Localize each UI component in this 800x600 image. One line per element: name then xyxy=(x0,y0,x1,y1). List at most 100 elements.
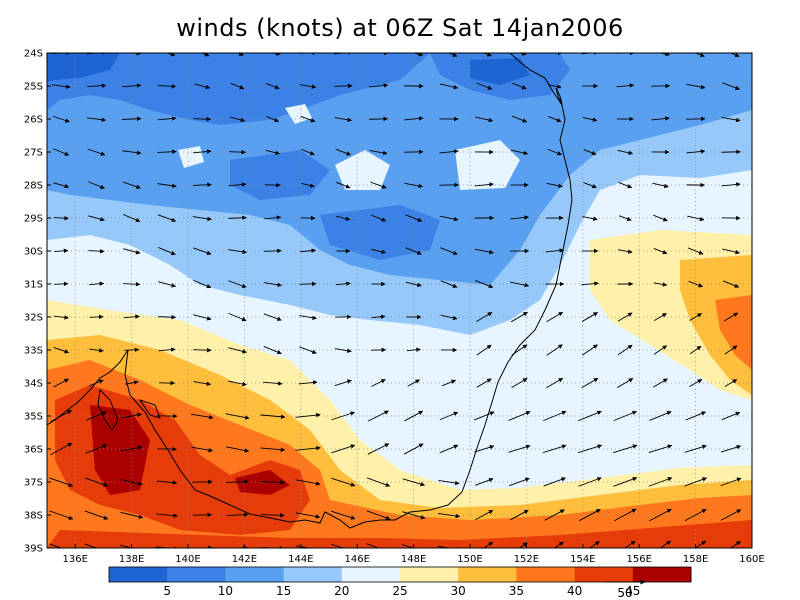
wind-vector xyxy=(403,443,424,455)
wind-vector xyxy=(474,477,494,486)
wind-vector xyxy=(546,344,563,356)
wind-vector xyxy=(191,413,214,420)
wind-vector xyxy=(729,53,740,57)
colorbar-label: 30 xyxy=(451,584,466,598)
wind-vector xyxy=(193,247,212,255)
lon-label: 150E xyxy=(457,554,482,565)
wind-vector xyxy=(49,477,74,487)
wind-vector xyxy=(546,182,563,189)
wind-vector xyxy=(334,348,352,353)
wind-vector xyxy=(511,344,528,356)
wind-vector xyxy=(545,248,564,253)
wind-vector xyxy=(52,115,70,123)
wind-vector xyxy=(648,444,673,454)
wind-vector xyxy=(366,477,391,487)
wind-speed-shading xyxy=(47,53,752,548)
wind-vector xyxy=(200,53,210,57)
lon-label: 154E xyxy=(570,554,595,565)
wind-vector xyxy=(476,344,492,356)
wind-vector xyxy=(684,508,707,522)
wind-vector xyxy=(193,116,212,122)
wind-vector xyxy=(367,410,389,422)
wind-vector xyxy=(651,116,670,121)
colorbar-swatch xyxy=(109,567,168,582)
wind-vector xyxy=(441,379,457,387)
wind-vector xyxy=(657,53,671,57)
wind-vector xyxy=(89,314,104,320)
wind-vector xyxy=(155,546,179,548)
lat-label: 31S xyxy=(24,280,43,291)
wind-vector xyxy=(265,83,280,90)
wind-vector xyxy=(618,215,632,221)
wind-vector xyxy=(476,82,493,90)
wind-vector xyxy=(653,345,668,355)
wind-vector xyxy=(438,480,460,486)
wind-vector xyxy=(334,117,352,122)
wind-vector xyxy=(263,345,282,355)
wind-vector xyxy=(335,148,352,156)
wind-vector xyxy=(263,313,282,321)
wind-vector xyxy=(581,377,599,389)
wind-vector xyxy=(370,181,387,189)
wind-vector xyxy=(260,480,285,485)
wind-vector xyxy=(156,480,178,485)
wind-vector xyxy=(721,411,741,421)
wind-vector xyxy=(542,444,567,453)
wind-vector xyxy=(613,476,638,487)
wind-vector xyxy=(440,280,458,288)
wind-vector xyxy=(366,543,380,548)
wind-vector xyxy=(266,116,280,123)
colorbar-label: 45 xyxy=(625,584,640,598)
wind-vector xyxy=(84,510,109,520)
wind-vector xyxy=(124,347,140,353)
wind-vector xyxy=(401,544,416,548)
wind-vector xyxy=(49,510,74,520)
wind-vector xyxy=(53,346,70,354)
wind-vector xyxy=(86,83,107,88)
wind-vector xyxy=(263,248,282,254)
wind-vector xyxy=(123,281,141,287)
wind-vector xyxy=(236,53,244,56)
wind-vector xyxy=(439,83,459,90)
wind-vector xyxy=(577,444,603,454)
wind-vector xyxy=(295,512,321,519)
wind-vector xyxy=(685,411,707,421)
wind-vector xyxy=(404,182,424,189)
colorbar-label: 20 xyxy=(334,584,349,598)
wind-vector xyxy=(722,280,740,288)
wind-vector xyxy=(721,116,741,123)
wind-vector xyxy=(686,149,706,154)
wind-vector xyxy=(331,543,345,548)
wind-vector xyxy=(331,411,356,421)
wind-vector xyxy=(687,215,705,222)
wind-vector xyxy=(265,149,280,155)
wind-vector xyxy=(49,543,63,548)
wind-vector xyxy=(53,182,70,189)
wind-vector xyxy=(439,411,459,421)
wind-vector xyxy=(475,116,494,123)
wind-vector xyxy=(333,53,353,55)
colorbar-swatch xyxy=(458,567,517,582)
wind-vector xyxy=(368,83,389,88)
wind-vector xyxy=(694,53,705,58)
wind-vector xyxy=(648,477,673,487)
wind-vector xyxy=(483,541,494,548)
wind-vector xyxy=(87,117,107,122)
wind-vector xyxy=(89,348,104,353)
colorbar-label: 40 xyxy=(567,584,582,598)
wind-vector xyxy=(158,347,176,352)
wind-vector xyxy=(724,379,738,387)
wind-vector xyxy=(50,442,73,456)
wind-vector xyxy=(508,444,531,453)
wind-vector xyxy=(722,248,740,255)
wind-vector xyxy=(88,248,105,254)
wind-vector xyxy=(371,379,386,387)
colorbar-swatch xyxy=(225,567,285,582)
wind-vector xyxy=(437,512,461,519)
wind-vector xyxy=(581,53,599,55)
wind-vector xyxy=(86,53,107,55)
wind-vector xyxy=(439,149,459,154)
colorbar-label: 5 xyxy=(163,584,171,598)
wind-vector xyxy=(723,312,739,322)
